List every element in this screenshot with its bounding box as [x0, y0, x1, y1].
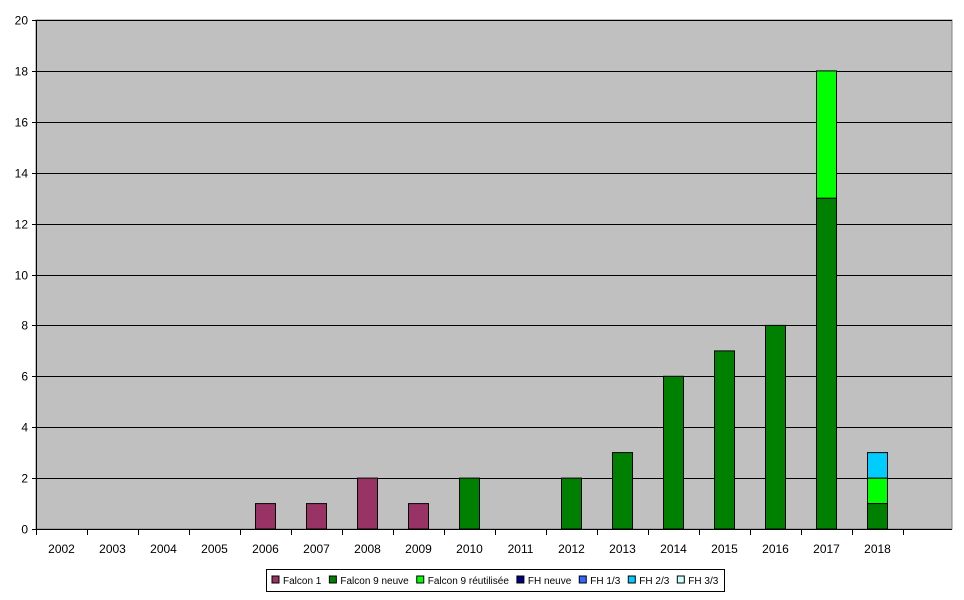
bar-segment	[408, 503, 429, 530]
y-tick-label: 0	[21, 523, 28, 537]
bar-segment	[816, 197, 837, 530]
bars	[255, 70, 888, 530]
bar-segment	[816, 70, 837, 199]
x-tick-label: 2005	[201, 542, 228, 556]
bar-segment	[765, 324, 786, 530]
x-tick-label: 2009	[405, 542, 432, 556]
legend-swatch	[676, 575, 685, 584]
legend-item: Falcon 1	[271, 575, 322, 587]
y-tick-label: 6	[21, 370, 28, 384]
legend-label: Falcon 1	[283, 576, 322, 587]
legend-swatch	[328, 575, 337, 584]
legend-swatch	[271, 575, 280, 584]
x-tick-label: 2017	[813, 542, 840, 556]
bar-segment	[357, 477, 378, 530]
bar-segment	[867, 452, 888, 479]
y-tick-label: 14	[15, 167, 29, 181]
x-tick-label: 2007	[303, 542, 330, 556]
legend-swatch	[578, 575, 587, 584]
plot-background	[35, 19, 953, 530]
x-tick-label: 2014	[660, 542, 687, 556]
x-tick-label: 2018	[864, 542, 891, 556]
bar-segment	[867, 503, 888, 530]
y-tick-label: 4	[21, 421, 28, 435]
bar-segment	[714, 350, 735, 530]
legend-label: FH 1/3	[590, 576, 620, 587]
axes: 2002 2003 2004 2005 2006 2007 2008 2009 2010 2011…	[15, 14, 952, 556]
bar-segment	[255, 503, 276, 530]
legend-item: FH 2/3	[627, 575, 670, 587]
legend-item: FH 3/3	[676, 575, 719, 587]
x-tick-label: 2003	[99, 542, 126, 556]
legend-box	[266, 569, 725, 592]
x-tick-label: 2008	[354, 542, 381, 556]
bar-segment	[561, 477, 582, 530]
y-tick-label: 10	[15, 269, 29, 283]
bar-segment	[867, 477, 888, 505]
x-tick-label: 2010	[456, 542, 483, 556]
legend-swatch	[627, 575, 636, 584]
y-tick-label: 20	[15, 14, 29, 28]
x-tick-label: 2012	[558, 542, 585, 556]
plot-area	[35, 19, 953, 530]
bar-segment	[459, 477, 480, 530]
legend-swatch	[516, 575, 525, 584]
legend-label: Falcon 9 réutilisée	[428, 576, 510, 587]
x-tick-label: 2004	[150, 542, 177, 556]
x-tick-label: 2011	[508, 542, 534, 556]
y-tick-label: 16	[15, 116, 29, 130]
bar-segment	[612, 452, 633, 530]
x-tick-label: 2013	[609, 542, 636, 556]
x-tick-label: 2016	[762, 542, 789, 556]
y-tick-label: 8	[21, 319, 28, 333]
y-tick-label: 12	[15, 218, 29, 232]
legend-item: Falcon 9 réutilisée	[416, 575, 510, 587]
x-tick-label: 2002	[48, 542, 75, 556]
legend-label: FH 3/3	[688, 576, 718, 587]
bar-segment	[306, 503, 327, 530]
legend-label: Falcon 9 neuve	[340, 576, 409, 587]
bar-segment	[663, 375, 684, 530]
legend-item: FH 1/3	[578, 575, 621, 587]
legend-item: Falcon 9 neuve	[328, 575, 409, 587]
x-tick-label: 2006	[252, 542, 279, 556]
y-tick-label: 2	[21, 472, 28, 486]
legend-swatch	[416, 575, 425, 584]
legend-label: FH neuve	[528, 576, 572, 587]
legend-label: FH 2/3	[639, 576, 669, 587]
legend-item: FH neuve	[516, 575, 572, 587]
legend: Falcon 1 Falcon 9 neuve Falcon 9 réutilisé…	[266, 569, 725, 592]
y-tick-label: 18	[15, 65, 29, 79]
x-tick-label: 2015	[711, 542, 738, 556]
